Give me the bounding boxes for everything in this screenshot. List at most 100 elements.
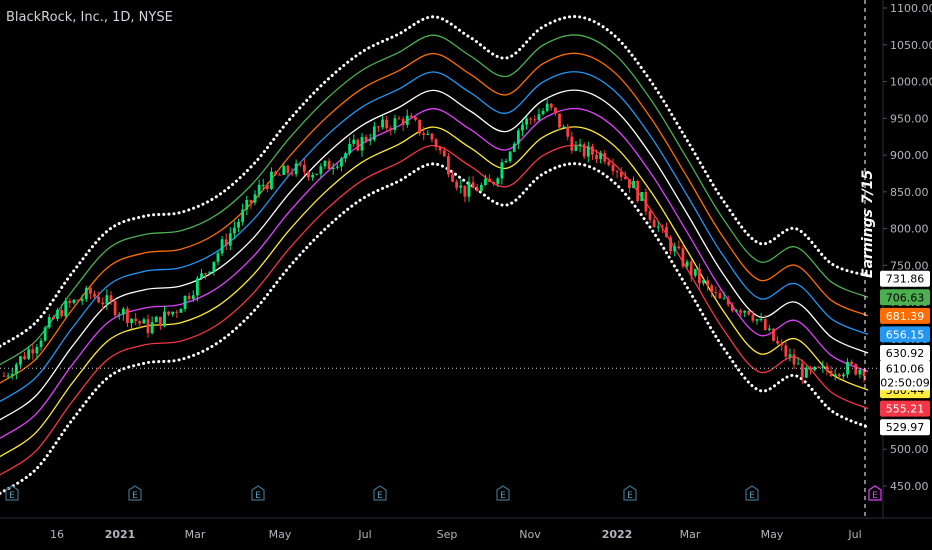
candle-body [344, 153, 347, 159]
candle-body [648, 211, 652, 220]
earnings-marker-shape [496, 485, 510, 501]
candle-body [455, 181, 459, 188]
candle-body [409, 115, 413, 118]
candle-body [467, 182, 471, 197]
candle-body [574, 146, 578, 151]
band-red [0, 144, 869, 476]
candle-body [163, 311, 166, 327]
candle-body [644, 191, 648, 212]
candle-body [566, 126, 570, 137]
earnings-marker[interactable]: E [623, 485, 637, 501]
candle-body [241, 209, 245, 222]
candle-body [619, 171, 623, 177]
earnings-marker[interactable]: E [868, 485, 882, 501]
candle-body [553, 107, 557, 114]
candle-body [558, 113, 561, 128]
candle-body [693, 268, 697, 276]
y-tick-label: 900.00 [890, 149, 929, 162]
candle-body [479, 184, 483, 192]
candle-body [418, 119, 421, 134]
candle-body [776, 340, 779, 344]
candle-body [331, 167, 335, 169]
candle-body [19, 356, 22, 365]
earnings-marker-shape [128, 485, 142, 501]
x-tick-label: 2022 [602, 528, 633, 541]
candle-body [195, 278, 199, 296]
candle-body [35, 346, 39, 354]
candle-body [14, 364, 18, 375]
candle-body [23, 356, 26, 359]
candle-body [496, 178, 500, 184]
candle-body [56, 310, 59, 319]
candle-body [422, 133, 426, 135]
candle-body [327, 160, 331, 169]
chart-title: BlackRock, Inc., 1D, NYSE [6, 10, 173, 25]
candle-body [142, 319, 146, 324]
candle-body [463, 185, 467, 197]
candle-body [689, 261, 693, 276]
candle-body [582, 144, 586, 157]
candle-body [414, 117, 417, 120]
candle-body [171, 311, 175, 315]
candle-body [220, 239, 224, 254]
candle-body [146, 319, 150, 334]
candle-body [660, 226, 664, 228]
candle-body [237, 221, 240, 228]
candle-body [504, 161, 508, 163]
candle-body [397, 118, 401, 120]
earnings-marker-shape [623, 485, 637, 501]
candle-body [726, 298, 730, 305]
candle-body [10, 374, 14, 376]
candle-body [302, 164, 306, 172]
candle-body [381, 119, 384, 128]
candle-body [817, 366, 821, 368]
candle-body [730, 304, 734, 311]
candle-body [208, 271, 212, 274]
candle-body [319, 166, 323, 174]
candle-body [257, 184, 261, 195]
earnings-marker[interactable]: E [496, 485, 510, 501]
candle-body [84, 288, 88, 300]
candle-body [405, 115, 409, 125]
earnings-marker[interactable]: E [373, 485, 387, 501]
candle-body [282, 165, 286, 175]
candle-body [364, 137, 368, 142]
candle-body [109, 295, 113, 302]
earnings-marker[interactable]: E [251, 485, 265, 501]
candle-body [459, 185, 463, 188]
candle-body [278, 174, 282, 176]
candle-body [372, 126, 376, 140]
earnings-marker-letter: E [9, 491, 15, 501]
candle-body [158, 316, 162, 327]
candle-body [652, 219, 656, 228]
candle-body [6, 375, 10, 377]
candle-body [175, 311, 179, 313]
candle-body [858, 369, 862, 375]
candle-body [747, 310, 751, 315]
candle-body [673, 246, 677, 252]
candle-body [516, 130, 520, 144]
candle-body [537, 114, 541, 121]
price-tag-label: 656.15 [886, 328, 925, 341]
earnings-marker[interactable]: E [128, 485, 142, 501]
candle-body [265, 184, 269, 190]
candle-body [200, 273, 203, 279]
candle-body [842, 374, 845, 377]
earnings-marker-letter: E [255, 491, 261, 501]
candle-body [475, 188, 479, 192]
candle-body [586, 146, 590, 157]
candle-body [669, 237, 673, 252]
earnings-marker-letter: E [377, 491, 383, 501]
earnings-marker[interactable]: E [5, 485, 19, 501]
price-tag-bg [880, 419, 930, 436]
earnings-marker-shape [5, 485, 19, 501]
candle-body [755, 319, 759, 321]
earnings-marker[interactable]: E [745, 485, 759, 501]
candle-body [43, 327, 47, 341]
price-tag-label: 630.92 [886, 347, 925, 360]
earnings-marker-letter: E [500, 491, 506, 501]
candle-body [245, 199, 249, 210]
y-tick-label: 750.00 [890, 259, 929, 272]
